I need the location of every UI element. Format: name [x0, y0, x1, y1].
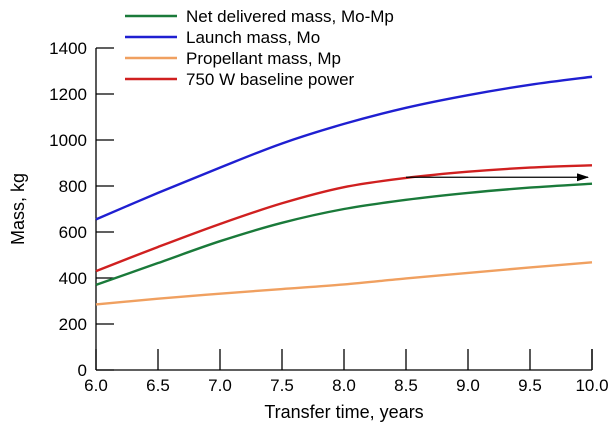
x-tick-label: 10.0 [575, 376, 608, 395]
x-tick-label: 8.5 [394, 376, 418, 395]
series-line-750-w-baseline-power [95, 164, 593, 273]
series-line-net-delivered-mass-mo-mp [95, 182, 593, 287]
y-tick-label: 1200 [49, 85, 87, 104]
y-axis-title: Mass, kg [8, 173, 28, 245]
x-tick-label: 9.0 [456, 376, 480, 395]
x-tick-label: 6.0 [84, 376, 108, 395]
y-tick-label: 0 [78, 361, 87, 380]
y-tick-label: 1400 [49, 39, 87, 58]
x-tick-label: 8.0 [332, 376, 356, 395]
series-lines [95, 75, 593, 306]
legend-label-net-delivered-mass-mo-mp: Net delivered mass, Mo-Mp [186, 7, 394, 26]
y-tick-label: 600 [59, 223, 87, 242]
y-tick-label: 400 [59, 269, 87, 288]
series-line-propellant-mass-mp [95, 261, 593, 306]
x-tick-label: 7.5 [270, 376, 294, 395]
y-tick-label: 200 [59, 315, 87, 334]
legend-label-750-w-baseline-power: 750 W baseline power [186, 70, 355, 89]
y-tick-label: 1000 [49, 131, 87, 150]
legend-label-propellant-mass-mp: Propellant mass, Mp [186, 49, 341, 68]
series-line-launch-mass-mo [95, 75, 593, 221]
legend-label-launch-mass-mo: Launch mass, Mo [186, 28, 320, 47]
x-axis-title: Transfer time, years [264, 402, 423, 422]
x-tick-label: 7.0 [208, 376, 232, 395]
x-axis-ticks: 6.0 6.5 7.0 7.5 8.0 8.5 9.0 9.5 10.0 [84, 349, 609, 395]
y-tick-label: 800 [59, 177, 87, 196]
legend: Net delivered mass, Mo-Mp Launch mass, Mo… [125, 7, 394, 89]
y-axis-ticks: 0 200 400 600 800 1000 1200 1400 [49, 39, 114, 380]
x-tick-label: 6.5 [146, 376, 170, 395]
x-tick-label: 9.5 [518, 376, 542, 395]
